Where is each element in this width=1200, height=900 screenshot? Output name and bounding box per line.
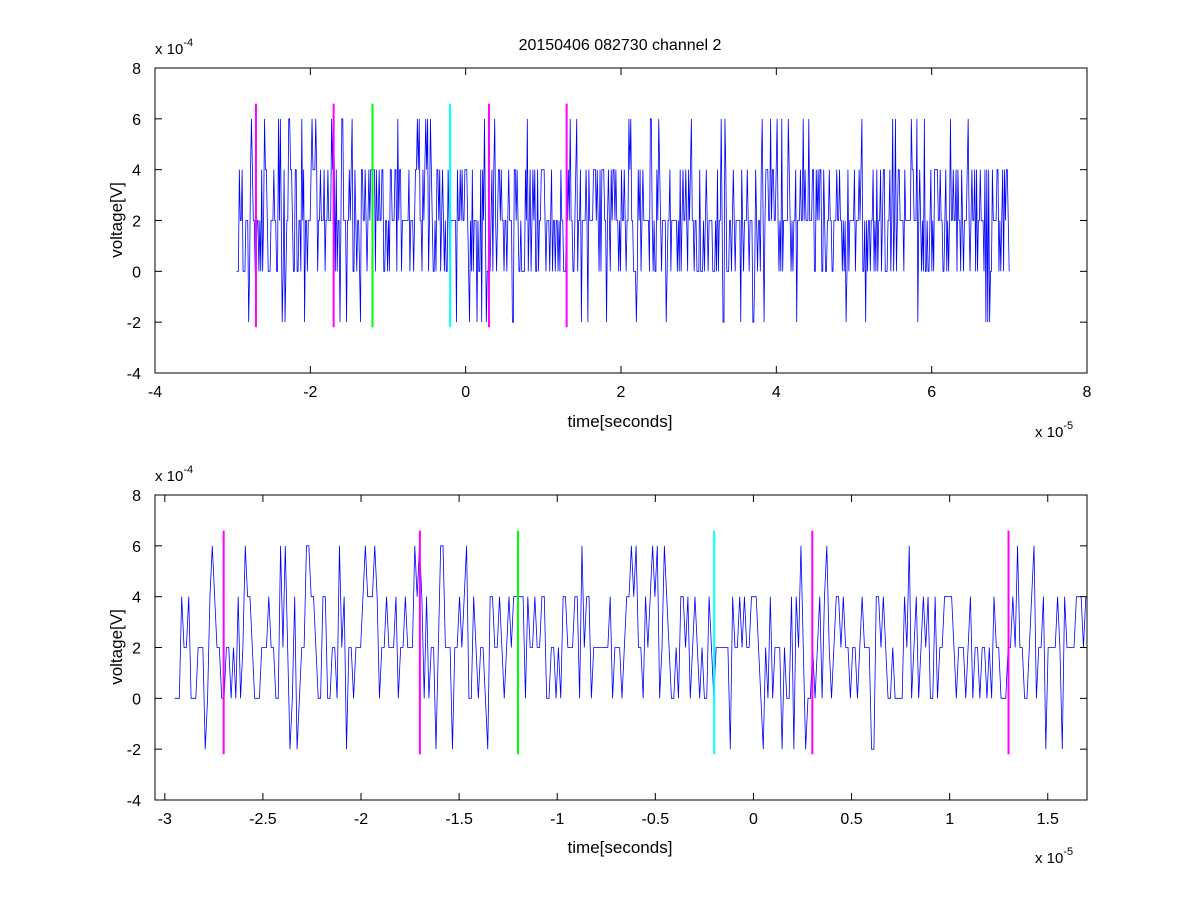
x-tick-label: 1.5	[1037, 811, 1059, 828]
y-tick-label: 4	[132, 590, 141, 607]
y-exponent-power: -4	[183, 37, 193, 49]
signal-layer	[174, 545, 1087, 750]
x-tick-label: -2	[354, 811, 368, 828]
x-tick-label: -3	[158, 811, 172, 828]
x-exponent-base: x 10	[1035, 850, 1063, 867]
y-exponent-label: x 10-4	[155, 464, 193, 485]
y-tick-label: -4	[127, 366, 141, 383]
axes-frame	[154, 494, 1088, 801]
ticks-layer: -3 -2.5 -2 -1.5 -1 -0.5 0 0.5 1 1.5 -4 -2 0 2 4 6 8	[127, 488, 1087, 828]
x-axis-label: time[seconds]	[568, 412, 673, 431]
x-tick-label: 8	[1083, 384, 1092, 401]
y-tick-label: 0	[132, 264, 141, 281]
y-tick-label: 2	[132, 641, 141, 658]
x-tick-label: 0	[461, 384, 470, 401]
x-exponent-label: x 10-5	[1035, 846, 1073, 867]
signal-trace	[174, 545, 1087, 750]
y-tick-label: 6	[132, 539, 141, 556]
x-tick-label: -1	[550, 811, 564, 828]
figure-title: 20150406 082730 channel 2	[519, 37, 722, 54]
x-tick-label: 1	[945, 811, 954, 828]
bottom-subplot: -3 -2.5 -2 -1.5 -1 -0.5 0 0.5 1 1.5 -4 -2 0 2 4 6 8 time…	[107, 464, 1088, 867]
y-tick-label: 0	[132, 691, 141, 708]
y-exponent-power: -4	[183, 464, 193, 476]
x-tick-label: -2	[303, 384, 317, 401]
x-tick-label: -2.5	[249, 811, 277, 828]
marker-layer	[222, 530, 1010, 755]
y-tick-label: 4	[132, 163, 141, 180]
ticks-layer: -4 -2 0 2 4 6 8 -4 -2 0 2 4 6 8	[127, 61, 1092, 401]
y-exponent-label: x 10-4	[155, 37, 193, 58]
y-axis-label: voltage[V]	[107, 182, 126, 258]
y-exponent-base: x 10	[155, 41, 183, 58]
top-subplot: -4 -2 0 2 4 6 8 -4 -2 0 2 4 6 8 time[seconds] voltage…	[107, 37, 1092, 441]
y-tick-label: -4	[127, 793, 141, 810]
y-tick-label: -2	[127, 742, 141, 759]
x-tick-label: 0	[749, 811, 758, 828]
x-exponent-power: -5	[1063, 420, 1073, 432]
x-tick-label: 0.5	[840, 811, 862, 828]
x-exponent-power: -5	[1063, 846, 1073, 858]
y-exponent-base: x 10	[155, 468, 183, 485]
x-tick-label: 2	[617, 384, 626, 401]
x-tick-label: 6	[927, 384, 936, 401]
marker-layer	[254, 103, 568, 328]
y-axis-label: voltage[V]	[107, 609, 126, 685]
x-tick-label: -4	[148, 384, 162, 401]
x-tick-label: -1.5	[445, 811, 473, 828]
y-tick-label: 2	[132, 214, 141, 231]
y-tick-label: 6	[132, 112, 141, 129]
y-tick-label: 8	[132, 61, 141, 78]
y-tick-label: -2	[127, 315, 141, 332]
x-axis-label: time[seconds]	[568, 838, 673, 857]
x-tick-label: 4	[772, 384, 781, 401]
signal-layer	[236, 118, 1010, 323]
signal-trace	[236, 118, 1010, 323]
x-tick-label: -0.5	[642, 811, 670, 828]
x-exponent-base: x 10	[1035, 424, 1063, 441]
y-tick-label: 8	[132, 488, 141, 505]
x-exponent-label: x 10-5	[1035, 420, 1073, 441]
